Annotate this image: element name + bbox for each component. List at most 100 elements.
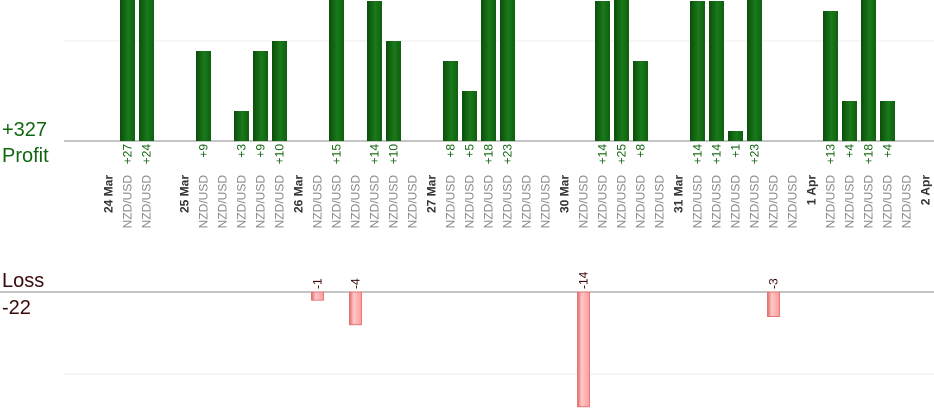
pair-label: NZD/USD — [786, 175, 800, 229]
pair-label: NZD/USD — [634, 175, 648, 229]
profit-bar — [861, 0, 876, 141]
date-label: 25 Mar — [178, 175, 192, 213]
pair-label: NZD/USD — [824, 175, 838, 229]
profit-value-label: +15 — [330, 144, 344, 165]
profit-label: Profit — [2, 145, 49, 167]
date-label: 1 Apr — [805, 175, 819, 206]
profit-value-label: +1 — [729, 144, 743, 158]
profit-bar — [709, 1, 724, 141]
profit-bar — [139, 0, 154, 141]
profit-value-label: +5 — [463, 144, 477, 158]
profit-bar — [690, 1, 705, 141]
profit-value-label: +14 — [710, 144, 724, 165]
pair-label: NZD/USD — [349, 175, 363, 229]
profit-value-label: +8 — [444, 144, 458, 158]
pair-label: NZD/USD — [482, 175, 496, 229]
date-label: 30 Mar — [558, 175, 572, 213]
profit-bar — [462, 91, 477, 141]
profit-total: +327 — [2, 119, 48, 141]
date-label: 31 Mar — [672, 175, 686, 213]
profit-value-label: +24 — [140, 144, 154, 165]
profit-value-label: +18 — [862, 144, 876, 165]
profit-value-label: +14 — [368, 144, 382, 165]
profit-value-label: +9 — [254, 144, 268, 158]
pair-label: NZD/USD — [235, 175, 249, 229]
pair-label: NZD/USD — [653, 175, 667, 229]
profit-value-label: +8 — [634, 144, 648, 158]
profit-bar — [880, 101, 895, 141]
pair-label: NZD/USD — [900, 175, 914, 229]
pair-label: NZD/USD — [368, 175, 382, 229]
loss-value-label: -4 — [349, 278, 363, 289]
bars — [120, 0, 895, 408]
loss-bar — [767, 291, 780, 318]
profit-value-label: +3 — [235, 144, 249, 158]
profit-bar — [386, 41, 401, 141]
pair-label: NZD/USD — [539, 175, 553, 229]
pair-label: NZD/USD — [444, 175, 458, 229]
profit-value-label: +9 — [197, 144, 211, 158]
profit-value-label: +14 — [596, 144, 610, 165]
pair-label: NZD/USD — [197, 175, 211, 229]
profit-value-label: +23 — [748, 144, 762, 165]
loss-total: -22 — [2, 297, 31, 319]
loss-label: Loss — [2, 270, 45, 292]
pair-label: NZD/USD — [273, 175, 287, 229]
loss-bar — [577, 291, 590, 408]
profit-bar — [196, 51, 211, 141]
pair-label: NZD/USD — [577, 175, 591, 229]
pair-label: NZD/USD — [520, 175, 534, 229]
profit-bar — [823, 11, 838, 141]
pair-label: NZD/USD — [121, 175, 135, 229]
labels: 24 Mar 25 Mar 26 Mar 27 Mar 30 Mar 31 Mar 1 Ap… — [102, 144, 933, 289]
pair-label: NZD/USD — [862, 175, 876, 229]
profit-bar — [595, 1, 610, 141]
gridlines — [64, 40, 934, 375]
profit-value-label: +10 — [387, 144, 401, 165]
pair-label: NZD/USD — [729, 175, 743, 229]
loss-value-label: -1 — [311, 278, 325, 289]
profit-value-label: +18 — [482, 144, 496, 165]
profit-bar — [747, 0, 762, 141]
loss-value-label: -3 — [767, 278, 781, 289]
pair-label: NZD/USD — [140, 175, 154, 229]
pair-label: NZD/USD — [881, 175, 895, 229]
pair-label: NZD/USD — [387, 175, 401, 229]
pair-label: NZD/USD — [254, 175, 268, 229]
pair-label: NZD/USD — [748, 175, 762, 229]
pair-label: NZD/USD — [501, 175, 515, 229]
profit-value-label: +27 — [121, 144, 135, 165]
loss-value-label: -14 — [577, 271, 591, 289]
pair-label: NZD/USD — [311, 175, 325, 229]
pair-label: NZD/USD — [463, 175, 477, 229]
profit-bar — [481, 0, 496, 141]
pair-label: NZD/USD — [596, 175, 610, 229]
profit-bar — [120, 0, 135, 141]
pair-label: NZD/USD — [216, 175, 230, 229]
date-label: 24 Mar — [102, 175, 116, 213]
profit-bar — [633, 61, 648, 141]
profit-value-label: +23 — [501, 144, 515, 165]
profit-value-label: +25 — [615, 144, 629, 165]
profit-bar — [842, 101, 857, 141]
profit-value-label: +4 — [881, 144, 895, 158]
profit-bar — [443, 61, 458, 141]
pair-label: NZD/USD — [710, 175, 724, 229]
profit-bar — [500, 0, 515, 141]
pair-label: NZD/USD — [330, 175, 344, 229]
pair-label: NZD/USD — [615, 175, 629, 229]
profit-value-label: +10 — [273, 144, 287, 165]
profit-bar — [329, 0, 344, 141]
profit-bar — [234, 111, 249, 141]
pair-label: NZD/USD — [691, 175, 705, 229]
profit-bar — [728, 131, 743, 141]
pair-label: NZD/USD — [767, 175, 781, 229]
loss-bar — [349, 291, 362, 326]
pair-label: NZD/USD — [406, 175, 420, 229]
date-label: 26 Mar — [292, 175, 306, 213]
date-label: 27 Mar — [425, 175, 439, 213]
loss-bar — [311, 291, 324, 301]
pair-label: NZD/USD — [843, 175, 857, 229]
profit-bar — [272, 41, 287, 141]
